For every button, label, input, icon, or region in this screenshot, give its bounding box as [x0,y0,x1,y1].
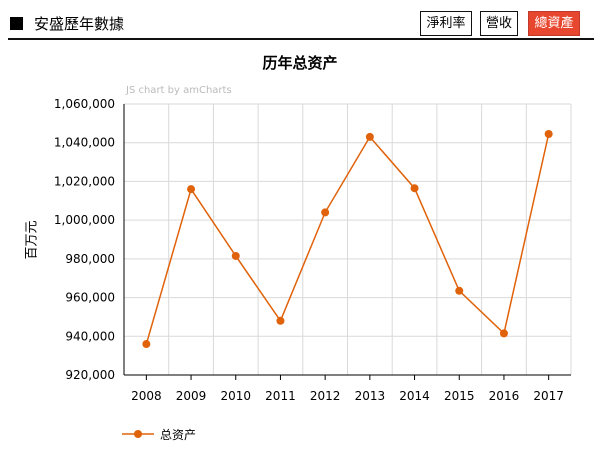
black-square-icon [10,17,23,30]
tab-net-margin[interactable]: 淨利率 [420,11,472,36]
data-point[interactable] [365,132,374,141]
x-tick-label: 2008 [131,389,162,403]
data-point[interactable] [455,286,464,295]
legend-label: 总资产 [160,428,197,442]
y-tick-label: 1,060,000 [54,97,115,111]
x-tick-label: 2011 [265,389,296,403]
y-tick-label: 1,020,000 [54,174,115,188]
x-tick-label: 2016 [489,389,520,403]
tab-total-assets[interactable]: 總資產 [528,11,580,36]
data-point[interactable] [187,185,196,194]
data-point[interactable] [142,340,151,349]
header-bar: 安盛歷年數據 淨利率 營收 總資產 [0,0,600,40]
legend-line-marker [122,430,154,438]
y-tick-label: 940,000 [65,329,115,343]
x-tick-label: 2017 [533,389,564,403]
data-point[interactable] [321,208,330,217]
chart-title: 历年总资产 [262,54,338,72]
x-tick-label: 2010 [220,389,251,403]
amcharts-watermark[interactable]: JS chart by amCharts [126,85,232,96]
header-divider [8,38,594,40]
y-tick-label: 980,000 [65,252,115,266]
tab-revenue[interactable]: 營收 [480,11,518,36]
data-point[interactable] [410,184,419,193]
x-tick-label: 2013 [355,389,386,403]
data-point[interactable] [544,130,553,139]
y-tick-label: 920,000 [65,368,115,382]
data-point[interactable] [499,329,508,338]
y-tick-label: 1,000,000 [54,213,115,227]
section-title: 安盛歷年數據 [34,15,125,33]
y-tick-label: 960,000 [65,291,115,305]
x-tick-label: 2009 [176,389,207,403]
series-line [145,133,550,345]
y-tick-label: 1,040,000 [54,136,115,150]
data-point[interactable] [231,251,240,260]
data-point[interactable] [276,316,285,325]
x-tick-label: 2014 [399,389,430,403]
x-tick-label: 2012 [310,389,341,403]
x-tick-label: 2015 [444,389,475,403]
